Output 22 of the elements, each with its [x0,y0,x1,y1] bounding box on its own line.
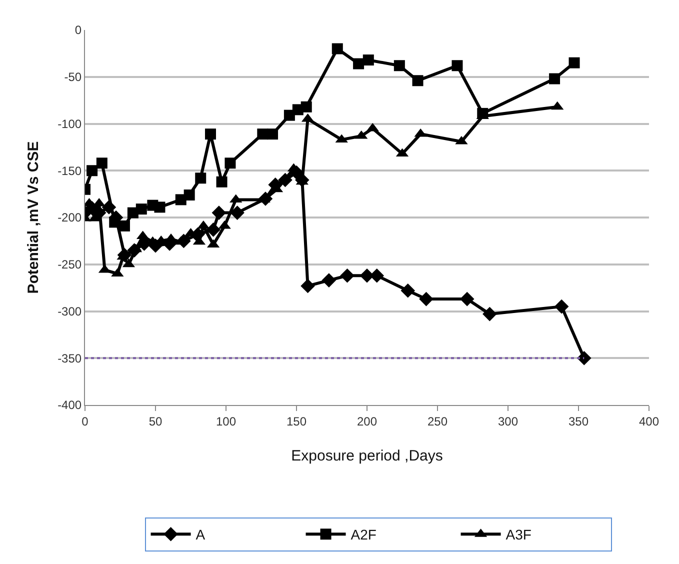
x-tick-label: 200 [356,414,378,428]
legend-label: A3F [506,526,532,543]
y-tick-label: -350 [58,351,82,366]
y-tick-label: -300 [58,304,82,318]
x-axis-title: Exposure period ,Days [291,447,443,464]
y-tick-label: -250 [58,258,82,272]
x-tick-label: 250 [427,414,448,428]
y-tick-label: -150 [58,164,82,178]
x-tick-label: 150 [286,414,307,428]
legend-label: A [196,526,206,543]
x-tick-label: 300 [498,414,518,428]
y-tick-label: -50 [64,70,82,84]
y-tick-label: -200 [58,210,82,225]
y-tick-label: -400 [58,398,82,412]
x-tick-label: 100 [216,414,236,428]
y-tick-label: -100 [58,116,82,131]
y-tick-label: 0 [74,23,82,38]
x-tick-label: 50 [148,414,162,428]
legend-label: A2F [350,526,376,543]
y-axis-title: Potential ,mV Vs CSE [24,141,42,294]
x-tick-label: 350 [568,414,589,428]
x-tick-label: 400 [638,414,660,428]
